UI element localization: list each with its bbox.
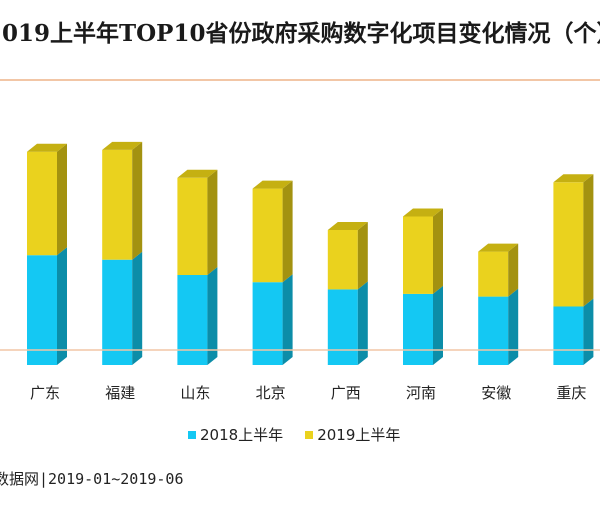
bar-2018-7 (553, 306, 584, 365)
legend: 2018上半年 2019上半年 (188, 424, 400, 445)
bar-2019-5 (403, 216, 433, 294)
title-divider (0, 79, 600, 81)
bar-side-2018-4 (357, 281, 368, 365)
bar-2019-6 (478, 251, 509, 297)
legend-item-2019: 2019上半年 (305, 424, 400, 445)
bar-side-2019-6 (508, 243, 519, 297)
category-label-1: 福建 (105, 384, 135, 402)
legend-swatch-2019 (305, 430, 314, 439)
bar-2019-2 (177, 177, 208, 275)
chart-title: 2019上半年TOP10省份政府采购数字化项目变化情况（个） (0, 20, 600, 47)
bar-top-cap-4 (327, 222, 368, 230)
bar-side-2018-2 (207, 267, 218, 365)
bar-2018-4 (327, 289, 358, 365)
bar-top-cap-1 (102, 141, 143, 150)
bar-side-2019-5 (433, 208, 443, 294)
bar-side-2019-3 (282, 180, 293, 283)
bar-side-2018-7 (583, 298, 594, 365)
bar-side-2019-7 (583, 174, 594, 307)
bar-side-2019-4 (357, 222, 368, 290)
bar-top-cap-6 (478, 243, 519, 252)
bar-top-cap-0 (27, 143, 67, 152)
category-label-0: 广东 (30, 384, 60, 402)
bar-top-cap-2 (177, 169, 218, 178)
bar-2018-0 (27, 255, 57, 365)
bar-side-2019-0 (57, 143, 67, 256)
bar-top-cap-7 (553, 174, 594, 183)
bars-layer (27, 141, 594, 365)
bar-side-2018-5 (433, 285, 443, 365)
bar-side-2018-1 (132, 251, 143, 365)
bar-2019-1 (102, 149, 133, 260)
bar-2018-2 (177, 275, 208, 365)
legend-label-2019: 2019上半年 (317, 426, 401, 444)
category-label-7: 重庆 (556, 384, 586, 402)
category-label-3: 北京 (256, 384, 286, 402)
bar-2019-3 (252, 188, 283, 283)
bar-2019-4 (327, 230, 358, 290)
bar-top-cap-3 (252, 180, 293, 189)
category-labels: 广东 福建 山东 北京 广西 河南 安徽 重庆 (30, 384, 586, 402)
bar-side-2019-2 (207, 169, 218, 275)
bar-2018-3 (252, 282, 283, 365)
bar-top-cap-5 (403, 208, 443, 217)
bar-2018-1 (102, 259, 133, 365)
data-source-note: 数据网|2019-01~2019-06 (0, 470, 184, 488)
category-label-4: 广西 (331, 384, 361, 402)
bar-side-2018-0 (57, 247, 67, 365)
category-label-6: 安徽 (481, 384, 511, 402)
legend-item-2018: 2018上半年 (188, 424, 283, 445)
bar-2018-6 (478, 296, 509, 365)
legend-swatch-2018 (188, 430, 196, 439)
bar-2019-7 (553, 182, 584, 307)
bar-side-2019-1 (132, 141, 143, 260)
bar-2019-0 (27, 151, 57, 256)
bar-side-2018-3 (282, 274, 293, 365)
category-label-5: 河南 (406, 384, 436, 402)
bar-side-2018-6 (508, 288, 519, 365)
category-label-2: 山东 (180, 384, 210, 402)
legend-label-2018: 2018上半年 (200, 426, 284, 444)
bar-2018-5 (403, 293, 433, 365)
